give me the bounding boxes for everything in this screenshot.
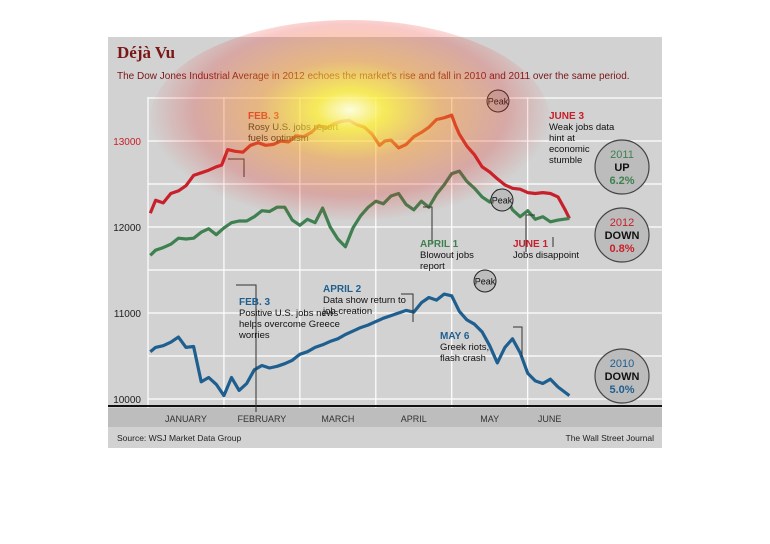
annotation-date: APRIL 2 [323, 284, 362, 295]
y-tick-label: 10000 [113, 395, 141, 406]
annotation-date: FEB. 3 [248, 111, 280, 122]
annotation-note: flash crash [440, 353, 486, 364]
annotation-note: Rosy U.S. jobs report [248, 122, 339, 133]
annotation-note: job creation [322, 306, 372, 317]
badge-change: 6.2% [609, 175, 634, 187]
annotation-note: hint at [549, 133, 575, 144]
annotation-note: report [420, 261, 445, 272]
annotation-note: Greek riots, [440, 342, 489, 353]
peak-label: Peak [492, 196, 513, 206]
annotation-note: helps overcome Greece [239, 319, 340, 330]
badge-direction: UP [614, 162, 629, 174]
x-tick-label: MAY [480, 414, 499, 424]
annotation-date: MAY 6 [440, 331, 470, 342]
annotation-note: worries [238, 330, 270, 341]
annotation-note: fuels optimism [248, 133, 309, 144]
source-note: Source: WSJ Market Data Group [117, 433, 241, 443]
y-tick-label: 11000 [114, 309, 142, 320]
y-tick-label: 13000 [113, 137, 141, 148]
y-tick-label: 12000 [113, 223, 141, 234]
badge-year: 2010 [610, 358, 634, 370]
x-tick-label: JUNE [538, 414, 562, 424]
peak-label: Peak [475, 277, 496, 287]
annotation-date: JUNE 1 [513, 239, 548, 250]
annotation-date: FEB. 3 [239, 297, 271, 308]
badge-direction: DOWN [605, 371, 640, 383]
annotation-date: JUNE 3 [549, 111, 584, 122]
annotation-note: Weak jobs data [549, 122, 615, 133]
dow-jones-chart: 10000 11000 12000 13000 JANUARY FEBRUARY MARC… [108, 37, 662, 448]
x-tick-label: MARCH [321, 414, 354, 424]
chart-panel: 10000 11000 12000 13000 JANUARY FEBRUARY MARC… [108, 37, 662, 448]
chart-subtitle: The Dow Jones Industrial Average in 2012… [117, 71, 630, 82]
peak-label: Peak [488, 97, 509, 107]
chart-title: Déjà Vu [117, 43, 175, 63]
badge-change: 0.8% [609, 243, 634, 255]
badge-year: 2012 [610, 217, 634, 229]
badge-direction: DOWN [605, 230, 640, 242]
badge-change: 5.0% [609, 384, 634, 396]
leader-apr1-2011 [423, 207, 432, 243]
annotation-note: Data show return to [323, 295, 406, 306]
annotation-note: Jobs disappoint [513, 250, 579, 261]
x-tick-label: JANUARY [165, 414, 207, 424]
annotation-note: economic [549, 144, 590, 155]
annotation-date: APRIL 1 [420, 239, 459, 250]
annotation-note: Blowout jobs [420, 250, 474, 261]
leader-feb3-2012 [228, 159, 244, 177]
x-tick-label: APRIL [401, 414, 427, 424]
publisher-credit: The Wall Street Journal [566, 433, 655, 443]
badge-year: 2011 [610, 149, 634, 161]
x-tick-label: FEBRUARY [237, 414, 286, 424]
annotation-note: stumble [549, 155, 582, 166]
